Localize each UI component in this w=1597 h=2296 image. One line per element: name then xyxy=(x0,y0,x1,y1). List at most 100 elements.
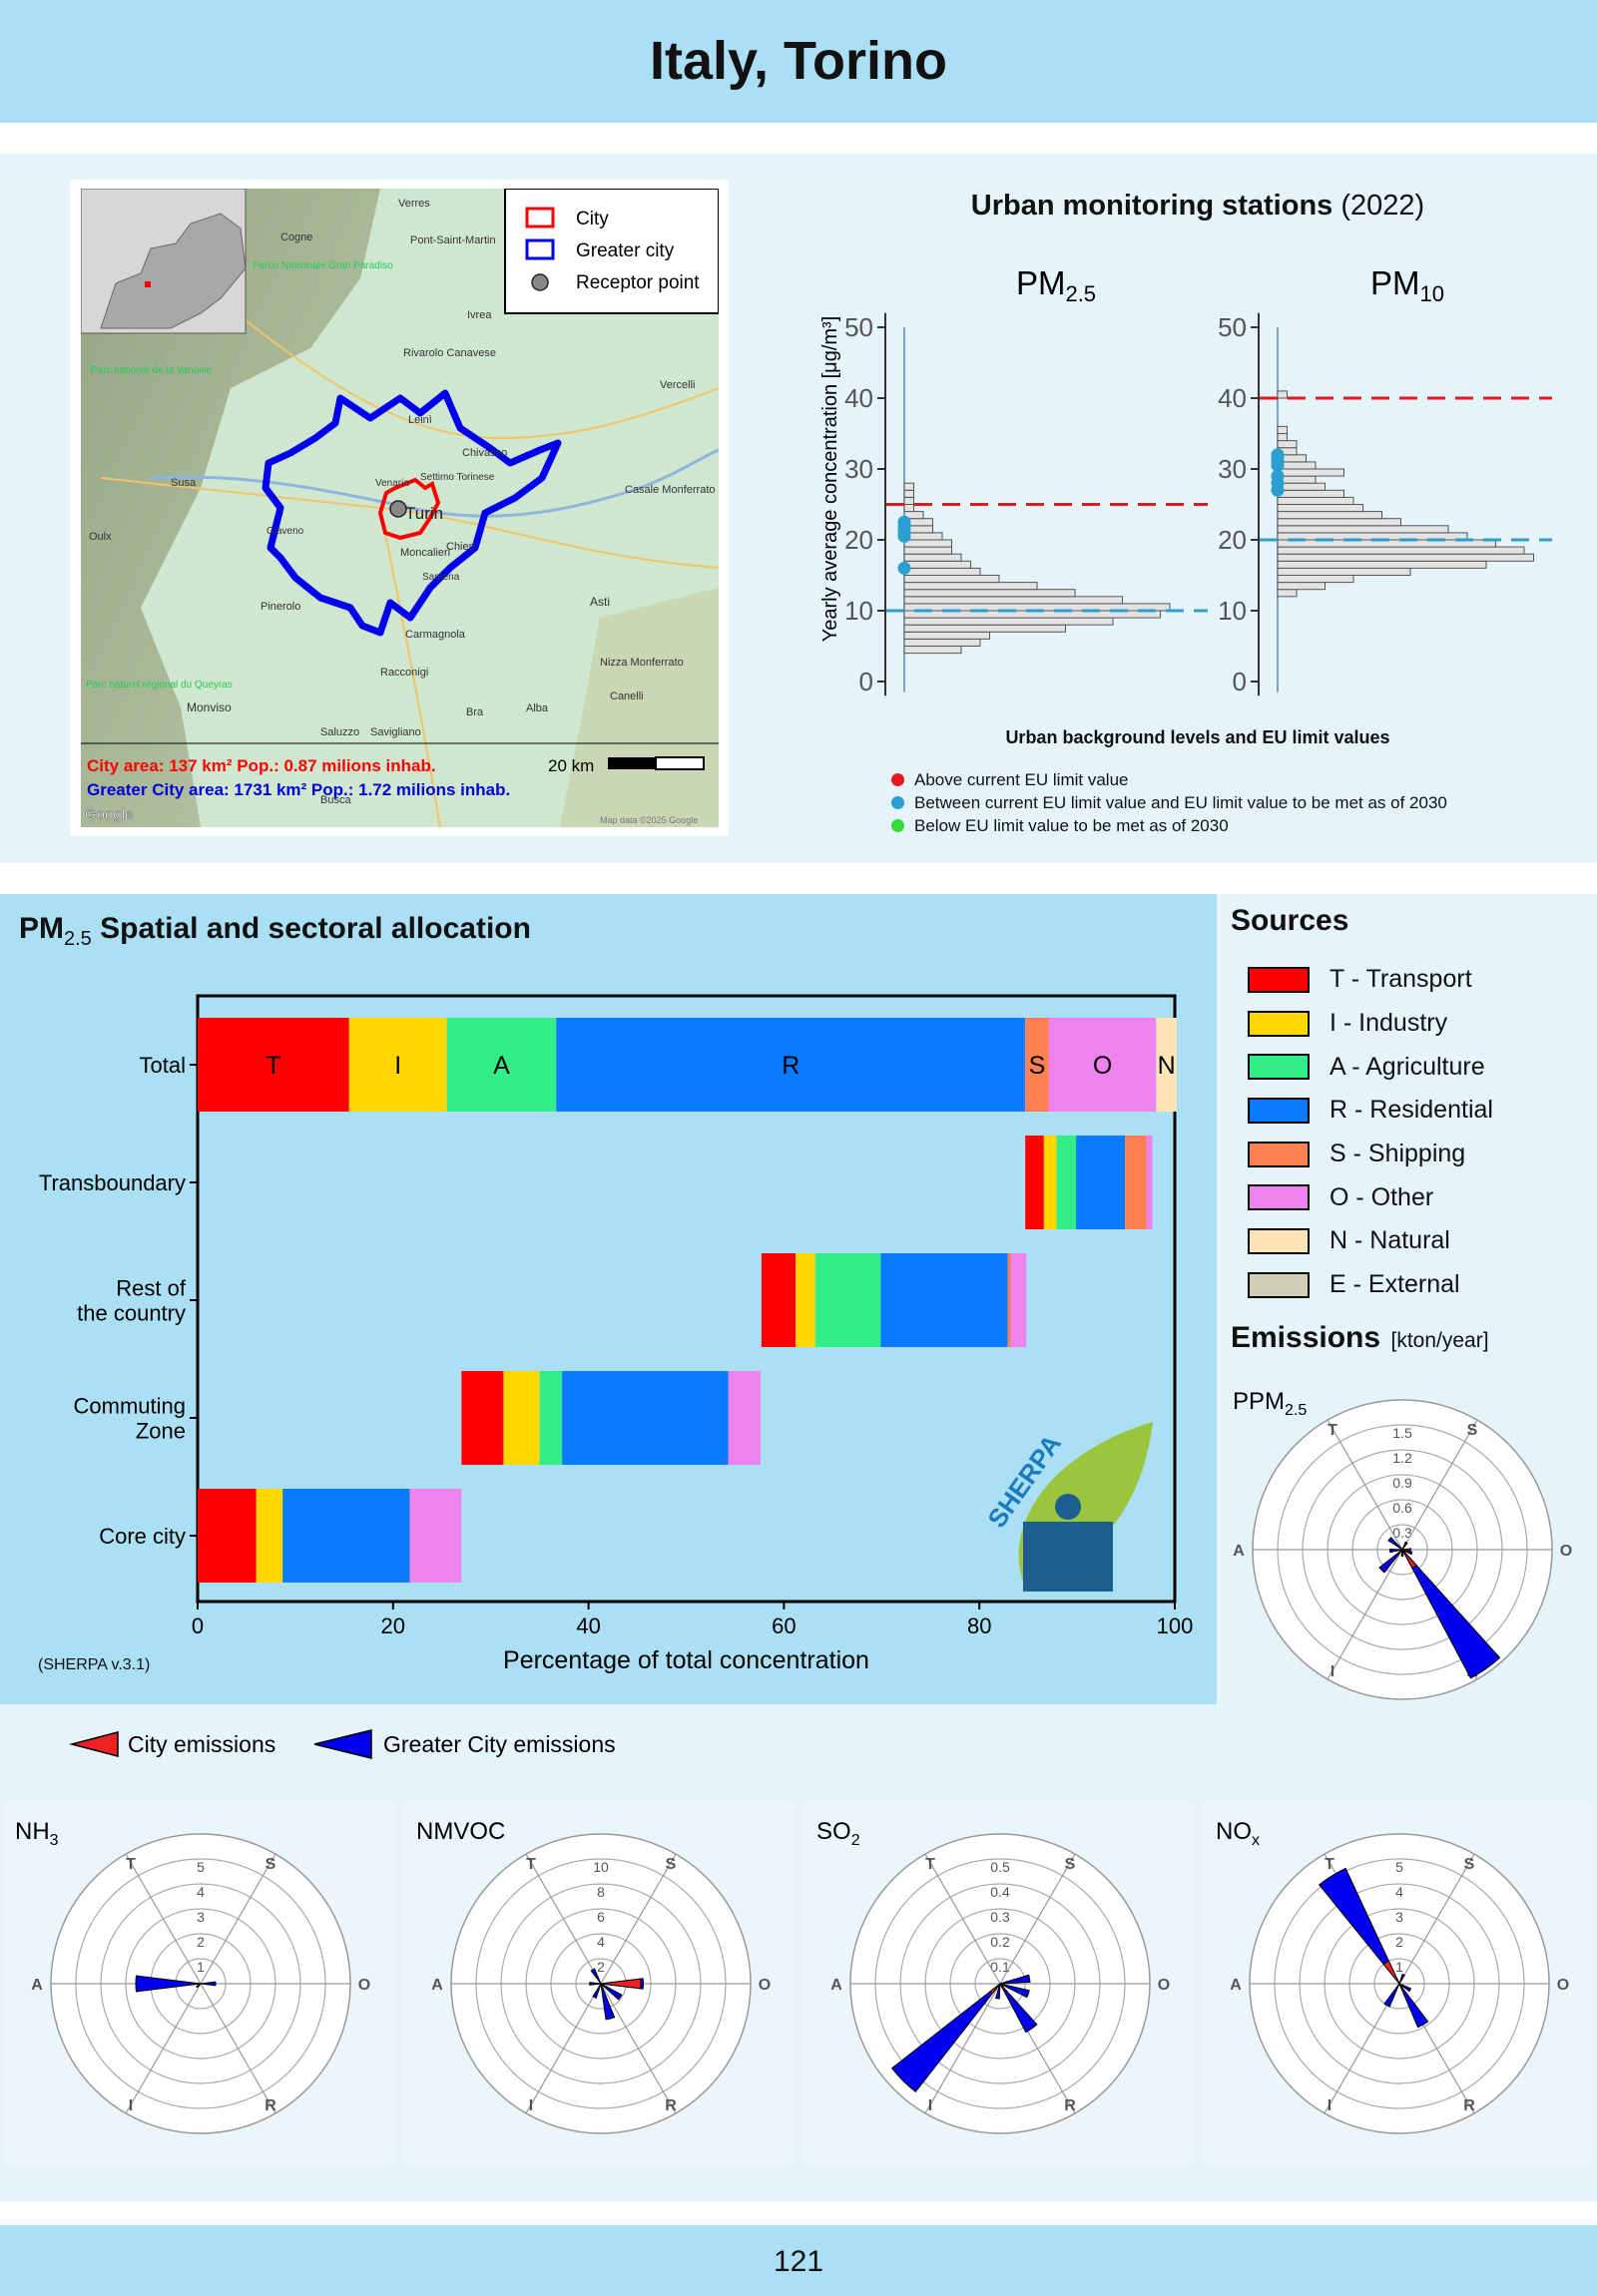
polar-ring-label: 0.2 xyxy=(990,1934,1010,1950)
pm10-y-tick-label: 0 xyxy=(1233,667,1247,696)
map-place-ivrea: Ivrea xyxy=(467,309,492,321)
stations-charts: Yearly average concentration [μg/m³] PM2.… xyxy=(819,264,1552,696)
polar-axis-label: I xyxy=(129,2097,133,2114)
allocation-bar-s xyxy=(1125,1136,1147,1229)
polar-ring-label: 0.4 xyxy=(990,1884,1010,1900)
polar-so2: SO2 0.1 0.2 0.3 0.4 0.5 T S O R I A xyxy=(816,1818,1170,2134)
map-place-carmagnola: Carmagnola xyxy=(405,629,466,641)
polar-axis-label: S xyxy=(1464,1856,1475,1873)
source-item-agriculture: A - Agriculture xyxy=(1248,1045,1493,1089)
polar-ring-label: 8 xyxy=(597,1884,605,1900)
source-label-natural: N - Natural xyxy=(1330,1226,1450,1255)
legend-dot-red xyxy=(891,773,904,786)
polar-greater-wedge xyxy=(589,1982,602,1986)
map-place-monviso: Monviso xyxy=(187,700,232,714)
polar-axis-line xyxy=(1398,1853,1475,1985)
source-item-natural: N - Natural xyxy=(1248,1219,1493,1263)
polar-axis-label: O xyxy=(358,1977,370,1994)
map-place-verres: Verres xyxy=(398,198,430,210)
polar-greater-wedge xyxy=(1398,1983,1412,1993)
inset-europe xyxy=(100,213,247,329)
polar-axis-line xyxy=(200,1983,276,2114)
legend-label-between: Between current EU limit value and EU li… xyxy=(914,792,1447,812)
allocation-category-label: Total xyxy=(140,1053,186,1078)
allocation-bar-t xyxy=(198,1018,349,1112)
polar-axis-label: S xyxy=(266,1856,276,1873)
map-place-chivasso: Chivasso xyxy=(462,447,507,459)
stations-legend: Above current EU limit value Between cur… xyxy=(891,768,1447,837)
allocation-x-tick-label: 60 xyxy=(772,1613,796,1638)
allocation-bar-label: I xyxy=(394,1052,401,1080)
stations-year: (2022) xyxy=(1340,190,1425,222)
allocation-category-label: Rest of xyxy=(116,1276,187,1301)
pm10-hist-bar xyxy=(1277,425,1288,434)
highway-a6 xyxy=(379,507,441,827)
stations-title-text: Urban monitoring stations xyxy=(970,190,1333,222)
legend-receptor-swatch xyxy=(531,273,549,291)
polar-axis-line xyxy=(924,1983,1001,2114)
swatch-natural xyxy=(1248,1227,1310,1254)
emissions-title-block: Emissions [kton/year] xyxy=(1231,1321,1489,1355)
source-label-agriculture: A - Agriculture xyxy=(1330,1052,1485,1081)
allocation-bar-a xyxy=(539,1371,563,1465)
allocation-bar-a xyxy=(814,1253,881,1347)
emissions-unit: [kton/year] xyxy=(1390,1329,1489,1352)
map-place-casale: Casale Monferrato xyxy=(625,484,716,496)
swatch-external xyxy=(1248,1271,1310,1298)
polar-city-wedge xyxy=(1398,1983,1405,1992)
pm25-y-tick-label: 50 xyxy=(844,312,873,342)
stations-legend-item: Between current EU limit value and EU li… xyxy=(891,791,1447,814)
polar-greater-wedge xyxy=(196,1983,202,1989)
polar-axis-line xyxy=(525,1853,602,1985)
polar-axis-label: A xyxy=(31,1977,43,1994)
allocation-category-label: the country xyxy=(77,1301,186,1326)
polar-greater-wedge xyxy=(200,1981,217,1987)
polar-greater-wedge xyxy=(1319,1867,1400,1985)
pm25-y-tick-label: 0 xyxy=(859,667,873,696)
city-map[interactable]: Turin Cogne Verres Pont-Saint-Martin Ivr… xyxy=(81,189,719,827)
allocation-bar-t xyxy=(761,1253,797,1347)
source-label-other: O - Other xyxy=(1330,1182,1434,1211)
allocation-category-label: Commuting xyxy=(74,1394,186,1419)
polar-title: NOx xyxy=(1216,1818,1260,1849)
legend-dot-green xyxy=(891,819,904,832)
polar-ring-label: 6 xyxy=(597,1909,605,1925)
pm25-y-tick-label: 10 xyxy=(844,596,873,626)
emissions-title: Emissions xyxy=(1231,1321,1381,1354)
allocation-bar-label: N xyxy=(1158,1052,1176,1080)
polar-city-wedge xyxy=(989,1983,1001,1995)
allocation-bar-s xyxy=(1007,1253,1011,1347)
polar-ring-label: 3 xyxy=(1395,1909,1403,1925)
legend-receptor-label: Receptor point xyxy=(576,272,700,293)
pm10-y-tick-label: 20 xyxy=(1218,525,1247,555)
polar-axis-label: A xyxy=(1230,1977,1242,1994)
emission-polar-charts: PPM2.5 0.3 0.6 0.9 1.2 1.5 T S O R I A NH3 1 2 3 4 5 T S O R I… xyxy=(15,1388,1573,2134)
page-number: 121 xyxy=(773,2245,824,2278)
allocation-bar-t xyxy=(198,1489,257,1583)
footer-band: 121 xyxy=(0,2225,1597,2296)
polar-axis-label: T xyxy=(925,1856,935,1873)
allocation-title: PM2.5 Spatial and sectoral allocation xyxy=(19,912,531,950)
legend-dot-blue xyxy=(891,796,904,809)
pm25-y-tick-label: 40 xyxy=(844,383,873,413)
allocation-category-label: Zone xyxy=(136,1419,186,1444)
stations-footer-title: Urban background levels and EU limit val… xyxy=(1005,727,1390,747)
polar-axis-line xyxy=(1327,1549,1403,1680)
map-place-asti: Asti xyxy=(590,595,610,609)
map-place-settimo: Settimo Torinese xyxy=(420,472,495,483)
scale-bar-white xyxy=(655,756,705,770)
sources-title: Sources xyxy=(1231,904,1349,937)
sherpa-head xyxy=(1055,1494,1081,1520)
polar-greater-wedge xyxy=(1400,1549,1404,1558)
source-label-residential: R - Residential xyxy=(1330,1096,1493,1125)
polar-axis-label: T xyxy=(526,1856,536,1873)
source-label-external: E - External xyxy=(1330,1270,1460,1299)
map-place-rivarolo: Rivarolo Canavese xyxy=(403,347,496,359)
legend-city-emissions: City emissions xyxy=(128,1731,275,1757)
allocation-bar-r xyxy=(282,1489,410,1583)
map-place-turin: Turin xyxy=(405,504,443,523)
swatch-residential xyxy=(1248,1097,1310,1124)
allocation-bar-o xyxy=(1010,1253,1027,1347)
polar-axis-label: I xyxy=(1331,1663,1334,1680)
pm10-y-tick-label: 10 xyxy=(1218,596,1247,626)
